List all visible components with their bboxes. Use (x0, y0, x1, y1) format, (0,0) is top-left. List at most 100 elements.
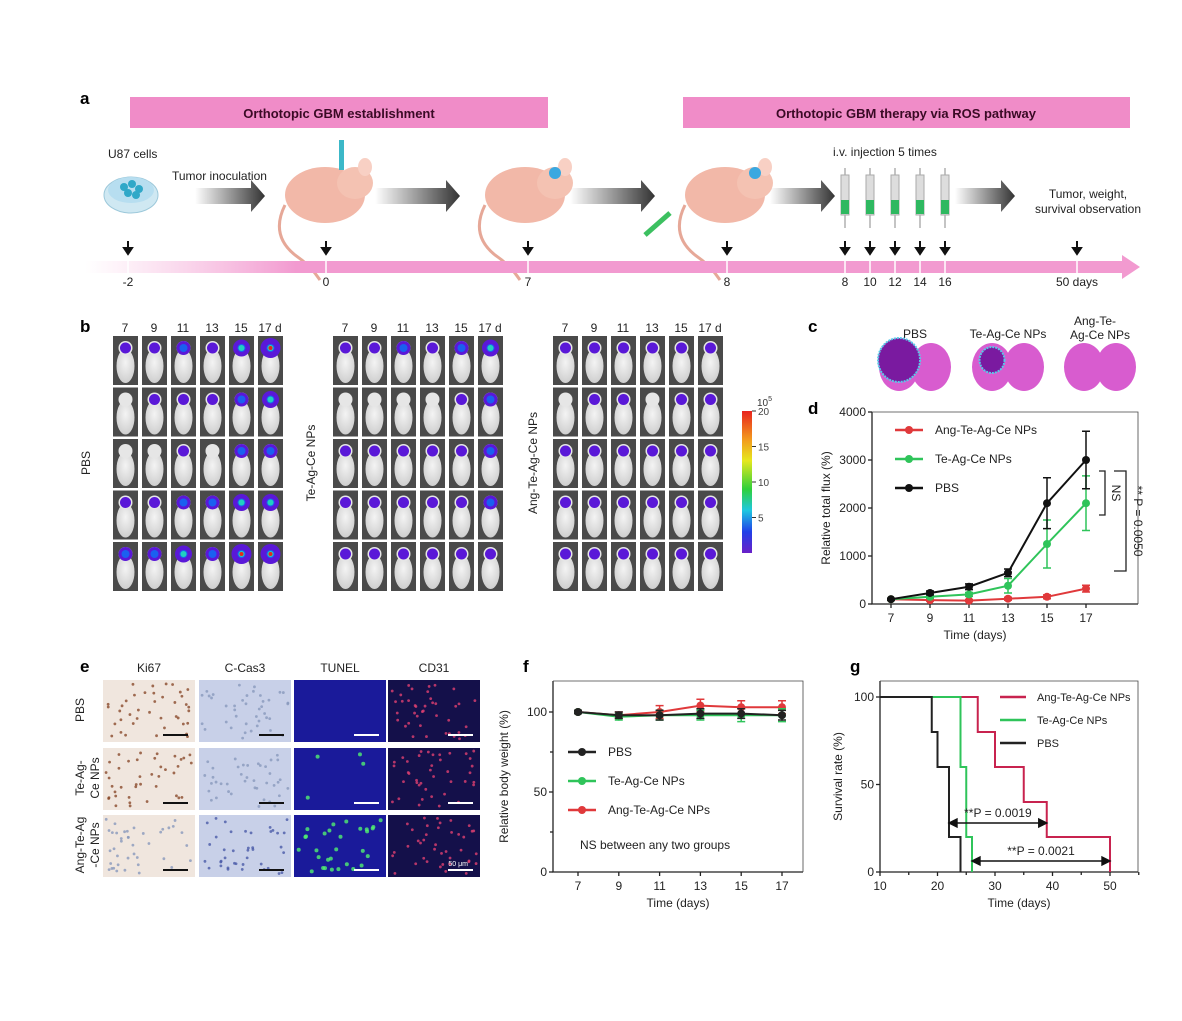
syringe-icon (865, 168, 875, 228)
banner-establishment-text: Orthotopic GBM establishment (243, 106, 435, 121)
bli-mouse-image (478, 490, 503, 540)
day-label: 9 (151, 321, 158, 335)
day-label: 11 (177, 321, 190, 335)
legend-marker (578, 806, 586, 814)
plot-frame (880, 680, 1139, 872)
group-row-label: -Ce NPs (88, 822, 102, 867)
data-point (778, 711, 786, 720)
annotation-p-value: ** P = 0.0050 (1131, 486, 1145, 557)
x-tick-label: 15 (1040, 611, 1054, 625)
observation-line1: Tumor, weight, (1049, 187, 1127, 201)
significance-bracket-ns (1099, 470, 1106, 516)
bli-mouse-image (582, 490, 607, 540)
day-label: 13 (425, 321, 439, 335)
bli-mouse-image (669, 542, 694, 591)
data-point (926, 588, 934, 597)
histology-image (294, 815, 386, 877)
bli-mouse-image (142, 542, 167, 591)
bli-mouse-image (449, 336, 474, 385)
syringe-icon (339, 140, 344, 170)
bli-mouse-image (553, 387, 578, 437)
process-arrow-icon (570, 180, 655, 212)
timeline-label: 8 (724, 275, 731, 289)
group-label: Ang-Te-Ag-Ce NPs (526, 412, 540, 514)
syringe-icon (890, 168, 900, 228)
bli-mouse-image (333, 336, 358, 385)
bli-mouse-image (171, 439, 196, 488)
bli-mouse-image (669, 387, 694, 437)
x-tick-label: 50 (1103, 879, 1117, 893)
x-tick-label: 15 (735, 879, 749, 893)
panel-label-g: g (850, 657, 860, 676)
histology-image (388, 748, 480, 810)
u87-label: U87 cells (108, 147, 157, 161)
bli-mouse-image (449, 490, 474, 540)
bli-mouse-image (362, 439, 387, 488)
day-label: 17 d (258, 321, 281, 335)
bli-mouse-image (478, 387, 503, 437)
panel-label-a: a (80, 89, 90, 108)
syringe-icon (915, 168, 925, 228)
process-arrow-icon (195, 180, 265, 212)
bli-mouse-image (142, 439, 167, 488)
bli-mouse-image (171, 336, 196, 385)
series-line (890, 502, 1087, 601)
panel-g: g 0 50 100 10 20 30 40 50 Time (days) Survival ra… (831, 657, 1140, 910)
y-tick-label: 50 (534, 785, 548, 799)
down-arrow-icon (914, 241, 926, 256)
x-tick-label: 9 (615, 879, 622, 893)
data-point (1082, 456, 1090, 464)
bli-mouse-image (362, 490, 387, 540)
legend-label: Ang-Te-Ag-Ce NPs (935, 423, 1037, 437)
group-label: Te-Ag-Ce NPs (304, 425, 318, 502)
histology-image (294, 748, 386, 810)
data-point (1004, 568, 1012, 577)
bli-mouse-image (582, 542, 607, 591)
y-axis-title: Relative body weight (%) (497, 710, 511, 843)
legend-marker (905, 455, 913, 463)
injection-label: i.v. injection 5 times (833, 145, 937, 159)
timeline-label: -2 (123, 275, 134, 289)
group-label: PBS (79, 451, 93, 475)
histology-image (199, 680, 291, 742)
x-tick-label: 13 (1001, 611, 1015, 625)
y-tick-label: 100 (527, 705, 547, 719)
x-tick-label: 13 (694, 879, 708, 893)
bli-mouse-image (391, 439, 416, 488)
x-tick-label: 20 (931, 879, 945, 893)
bli-mouse-image (171, 387, 196, 437)
colorbar-tick-label: 5 (758, 514, 764, 525)
bli-mouse-image (640, 387, 665, 437)
bli-mouse-image (171, 490, 196, 540)
bli-mouse-image (611, 490, 636, 540)
histology-image (388, 815, 480, 877)
brain-label-te-ag-ce: Te-Ag-Ce NPs (970, 327, 1047, 341)
panel-label-e: e (80, 657, 89, 676)
bli-mouse-image (582, 336, 607, 385)
bli-mouse-image (200, 490, 225, 540)
panel-f: f 0 50 100 7 9 11 13 15 17 Time (days) Relative bo… (497, 657, 804, 910)
x-tick-label: 7 (575, 879, 582, 893)
bli-group-grid: 7 9 11 13 15 17 d Ang-Te-Ag-Ce NPs (526, 321, 723, 591)
data-point (965, 590, 973, 599)
panel-a: a Orthotopic GBM establishment Orthotopi… (80, 89, 1141, 289)
down-arrow-icon (889, 241, 901, 256)
colorbar-exponent: 105 (757, 396, 772, 409)
bli-mouse-image (669, 336, 694, 385)
bli-mouse-image (582, 439, 607, 488)
brain-label-pbs: PBS (903, 327, 927, 341)
bli-mouse-image (333, 387, 358, 437)
bli-mouse-image (669, 490, 694, 540)
comparison-arrow-icon (947, 817, 1049, 829)
banner-therapy (683, 97, 1130, 128)
timeline-label: 12 (888, 275, 902, 289)
x-axis-title: Time (days) (944, 628, 1007, 642)
data-point (1043, 499, 1051, 508)
timeline-label: 7 (525, 275, 532, 289)
panel-e: e Ki67 C-Cas3 TUNEL CD31 PBS Te-Ag- Ce NPs Ang-… (73, 657, 480, 877)
bli-mouse-image (258, 439, 283, 488)
histology-image (103, 748, 195, 810)
bli-mouse-image (391, 490, 416, 540)
y-tick-label: 0 (867, 865, 874, 879)
brain-label-ang-line2: Ag-Ce NPs (1070, 328, 1130, 342)
